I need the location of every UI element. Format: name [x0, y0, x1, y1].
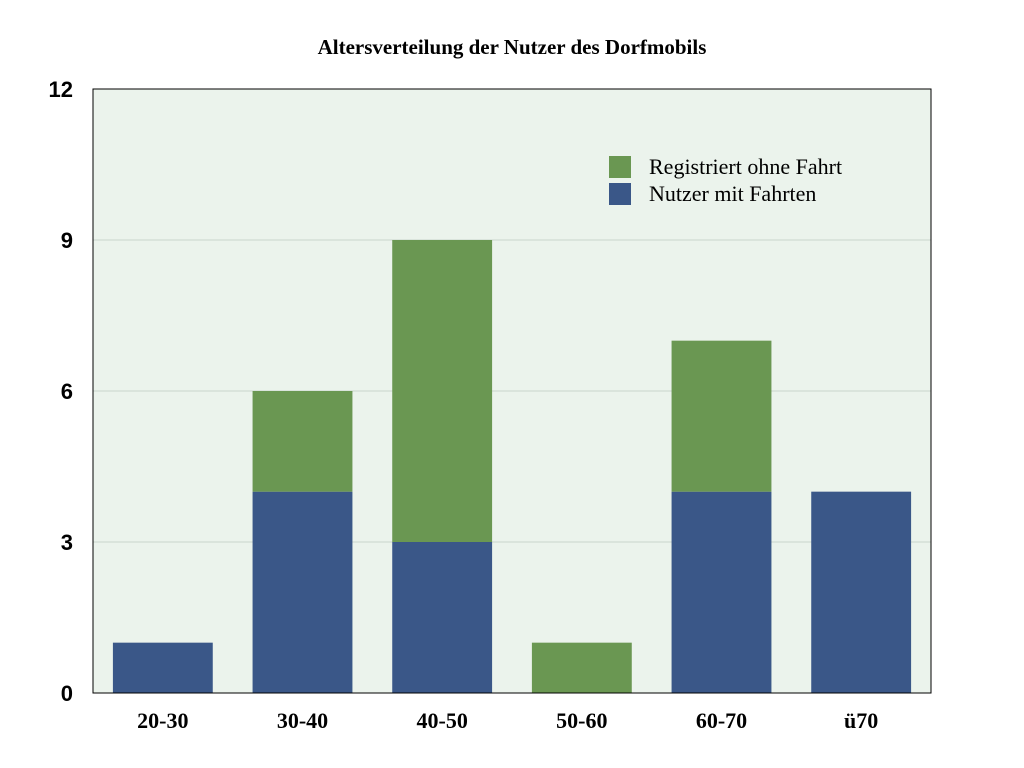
bar-nutzer-mit-fahrten: [671, 491, 772, 693]
bar-nutzer-mit-fahrten: [392, 542, 493, 693]
grid-lines: [93, 239, 931, 543]
bar-registriert-ohne-fahrt: [531, 642, 632, 693]
bar-registriert-ohne-fahrt: [392, 240, 493, 542]
bar-registriert-ohne-fahrt: [671, 340, 772, 492]
chart-title: Altersverteilung der Nutzer des Dorfmobi…: [318, 35, 707, 59]
legend-swatch: [609, 183, 631, 205]
y-tick-label: 12: [49, 77, 73, 102]
y-axis-ticks: 0 3 6 9 12: [49, 77, 73, 706]
plot-frame: [92, 88, 932, 694]
bar-nutzer-mit-fahrten: [811, 491, 912, 693]
x-axis-ticks: 20-30 30-40 40-50 50-60 60-70 ü70: [137, 708, 878, 733]
legend-swatch: [609, 156, 631, 178]
legend-label: Nutzer mit Fahrten: [649, 181, 816, 206]
x-tick-label: 40-50: [417, 708, 468, 733]
bars: [112, 240, 912, 693]
x-tick-label: 20-30: [137, 708, 188, 733]
bar-nutzer-mit-fahrten: [252, 491, 353, 693]
x-tick-label: 30-40: [277, 708, 328, 733]
y-tick-label: 9: [61, 228, 73, 253]
bar-nutzer-mit-fahrten: [112, 642, 213, 693]
bar-registriert-ohne-fahrt: [252, 391, 353, 492]
y-tick-label: 6: [61, 379, 73, 404]
x-tick-label: 60-70: [696, 708, 747, 733]
x-tick-label: ü70: [844, 708, 878, 733]
y-tick-label: 3: [61, 530, 73, 555]
x-tick-label: 50-60: [556, 708, 607, 733]
legend-label: Registriert ohne Fahrt: [649, 154, 842, 179]
y-tick-label: 0: [61, 681, 73, 706]
